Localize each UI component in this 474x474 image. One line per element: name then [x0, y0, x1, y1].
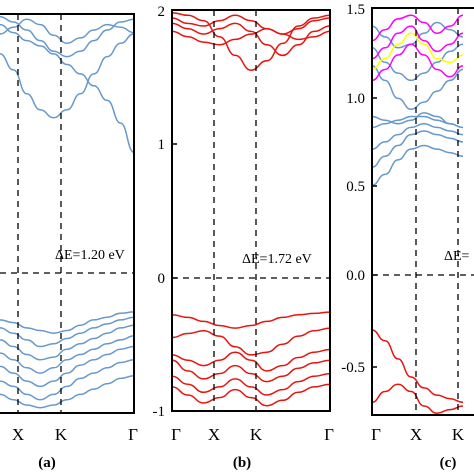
panel-c-band-conduction-3	[372, 130, 464, 168]
panel-a-band-valence-1	[0, 316, 134, 348]
panel-b-ytick-label-neg1: -1	[153, 404, 166, 420]
panel-a-band-valence-2	[0, 324, 134, 361]
panel-a-kpt-gamma: Γ	[128, 425, 138, 444]
panel-b-band-conduction-7	[172, 22, 330, 57]
panel-c: 1.5 1.0 0.5 0.0 -0.5 ΔE= Γ X K (c)	[341, 2, 474, 471]
panel-a-frame	[0, 13, 135, 414]
panel-b-band-valence-4	[172, 372, 330, 396]
panel-c-ytick-label-1.5: 1.5	[346, 2, 365, 18]
panel-c-kpt-gamma: Γ	[371, 425, 381, 444]
panel-b-band-valence-0	[172, 311, 330, 329]
panel-a-bands	[0, 15, 134, 409]
panel-b-band-conduction-9	[172, 27, 330, 46]
panel-a: ΔE=1.20 eV X K Γ (a)	[0, 13, 138, 471]
panel-c-ytick-label-0.0: 0.0	[346, 268, 365, 284]
panel-a-band-valence-6	[0, 375, 134, 409]
panel-b: 2 1 0 -1 ΔE=1.72 eV Γ X K Γ (b)	[153, 4, 335, 471]
panel-a-band-valence-4	[0, 345, 134, 388]
panel-a-band-conduction-7	[0, 23, 134, 154]
panel-c-band-conduction-4	[372, 123, 464, 150]
panel-c-band-valence-0	[372, 329, 464, 404]
panel-c-frame	[371, 7, 474, 416]
panel-c-ytick-label-neg0.5: -0.5	[341, 360, 365, 376]
panel-b-frame	[171, 9, 331, 412]
panel-a-band-conduction-9	[0, 15, 134, 58]
panel-c-band-conduction-12	[372, 14, 464, 42]
panel-a-band-valence-0	[0, 311, 134, 334]
panel-c-band-conduction-6	[372, 112, 464, 129]
panel-a-band-valence-5	[0, 359, 134, 401]
panel-c-band-conduction-7	[372, 65, 464, 111]
panel-c-kpt-x: X	[410, 425, 422, 444]
panel-b-kpt-k: K	[250, 425, 263, 444]
panel-a-label: (a)	[38, 455, 56, 471]
panel-b-label: (b)	[233, 455, 251, 471]
panel-b-band-valence-2	[172, 348, 330, 372]
panel-b-kpt-gamma-left: Γ	[171, 425, 181, 444]
panel-b-kpt-x: X	[208, 425, 220, 444]
panel-c-band-conduction-8	[372, 43, 464, 82]
panel-b-gap-label: ΔE=1.72 eV	[242, 252, 312, 267]
panel-b-ytick-label-0: 0	[158, 271, 166, 287]
panel-c-band-conduction-11	[372, 25, 464, 60]
panel-b-band-conduction-8	[172, 14, 330, 35]
panel-a-kpt-x: X	[12, 425, 24, 444]
panel-b-ytick-label-2: 2	[158, 4, 166, 20]
panel-c-bands	[372, 14, 464, 414]
panel-c-band-conduction-13	[372, 32, 464, 71]
panel-a-band-valence-3	[0, 335, 134, 374]
panel-c-kpt-k: K	[452, 425, 465, 444]
panel-b-band-valence-1	[172, 327, 330, 356]
panel-b-band-conduction-6	[172, 11, 330, 71]
panel-a-kpt-k: K	[55, 425, 68, 444]
panel-b-kpt-gamma-right: Γ	[324, 425, 334, 444]
panel-c-band-conduction-2	[372, 144, 464, 187]
panel-c-ytick-label-1.0: 1.0	[346, 91, 365, 107]
panel-a-gap-label: ΔE=1.20 eV	[55, 248, 125, 263]
panel-b-bands	[172, 11, 330, 407]
panel-c-band-valence-1	[372, 383, 464, 414]
panel-b-band-valence-3	[172, 359, 330, 383]
panel-b-band-valence-5	[172, 383, 330, 407]
panel-c-label: (c)	[440, 455, 457, 471]
panel-c-gap-label: ΔE=	[444, 249, 470, 264]
panel-a-band-conduction-8	[0, 33, 134, 119]
panel-b-ytick-label-1: 1	[158, 137, 166, 153]
panel-a-band-conduction-10	[0, 18, 134, 45]
panel-c-ytick-label-0.5: 0.5	[346, 179, 365, 195]
panel-c-band-conduction-10	[372, 43, 464, 82]
